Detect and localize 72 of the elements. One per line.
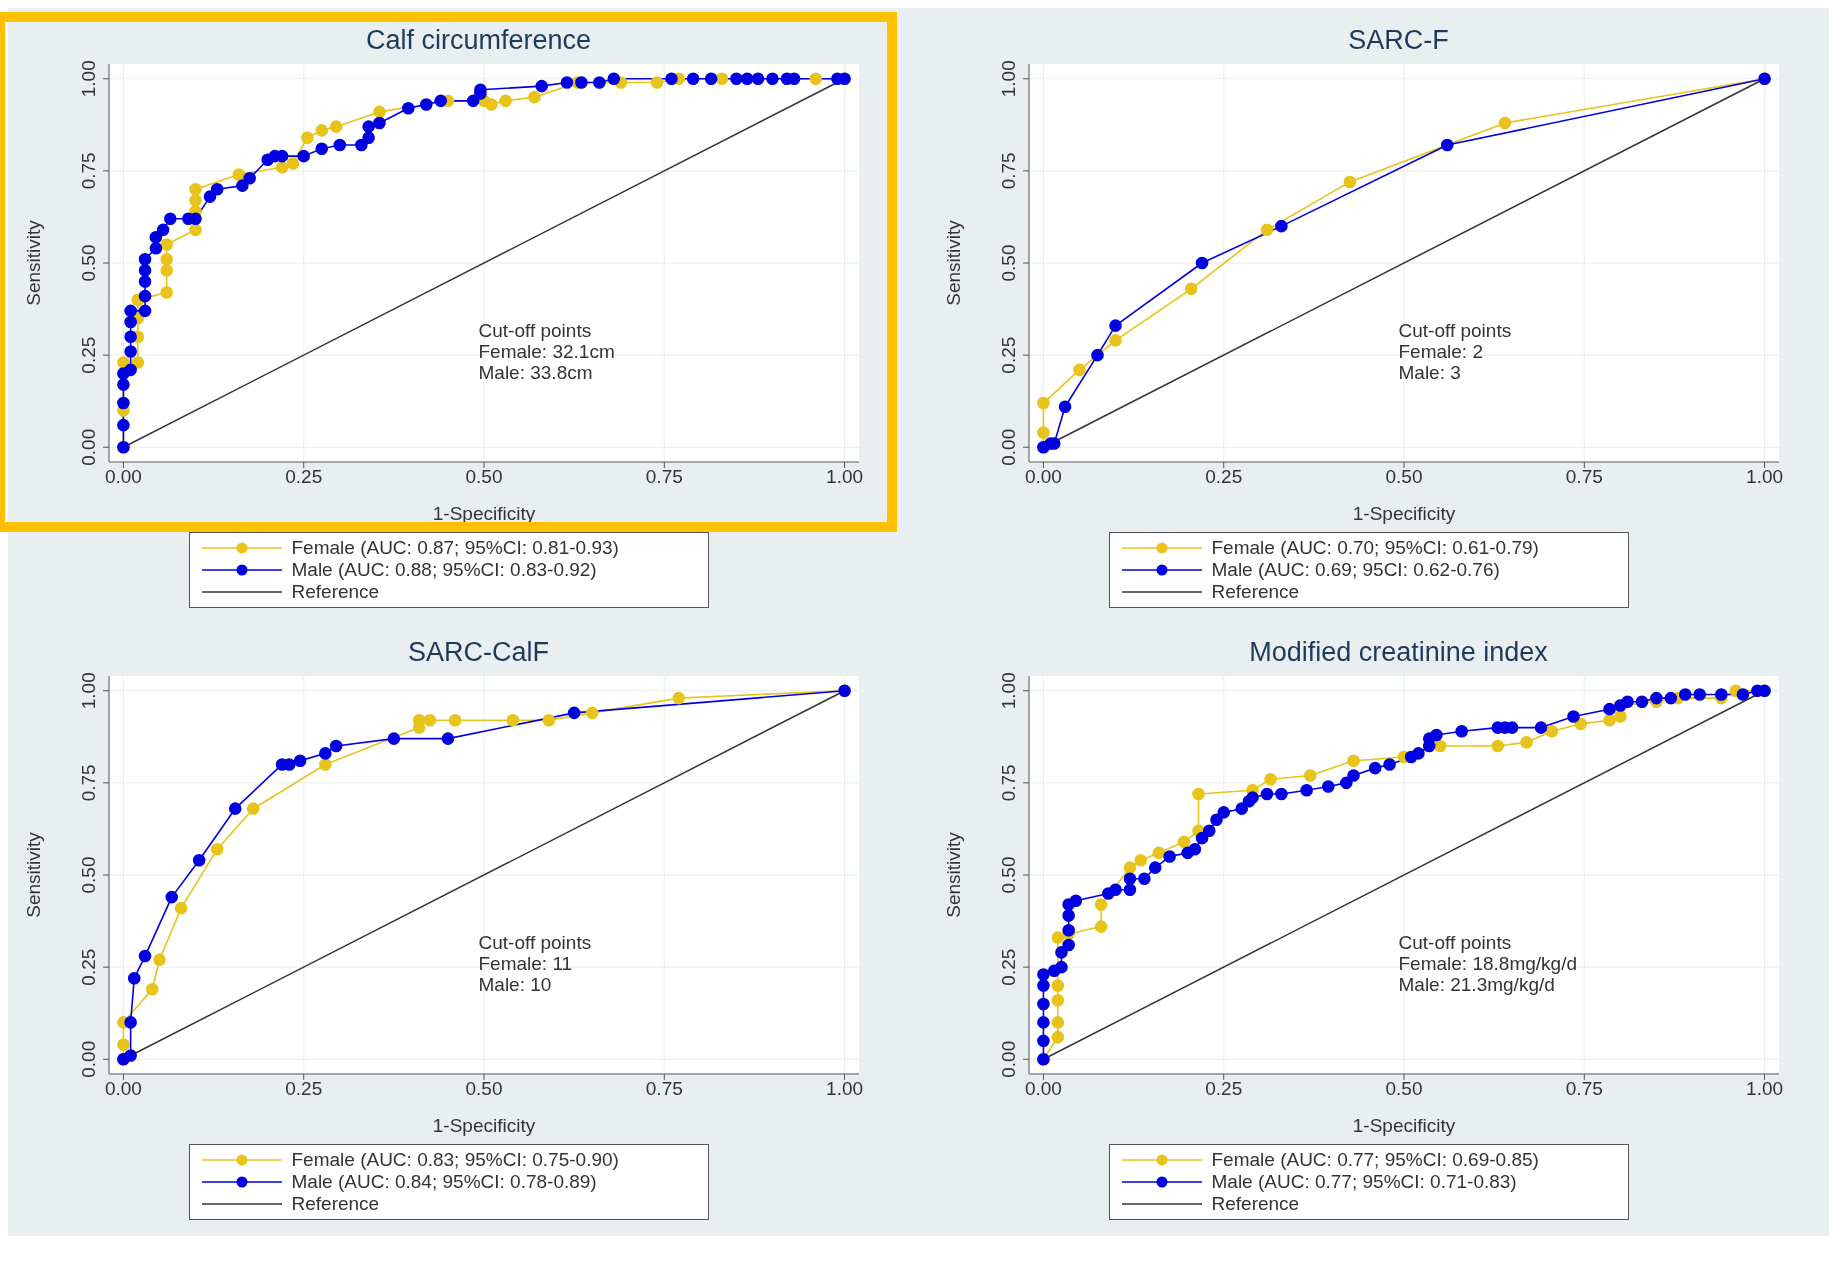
- annotation: Cut-off points: [478, 932, 592, 953]
- x-tick-label: 0.25: [284, 466, 322, 488]
- annotation: Female: 11: [478, 953, 574, 974]
- y-tick-label: 0.75: [997, 764, 1019, 802]
- x-tick-label: 1.00: [825, 466, 863, 488]
- y-tick-label: 0.50: [77, 856, 99, 894]
- annotation: Female: 32.1cm: [478, 341, 615, 362]
- x-tick-label: 0.75: [645, 1078, 683, 1100]
- x-tick-label: 1.00: [1745, 1078, 1783, 1100]
- annotation: Cut-off points: [1398, 932, 1513, 953]
- x-tick-label: 0.25: [1204, 1078, 1242, 1100]
- legend-label: Reference: [1211, 581, 1300, 603]
- y-tick-label: 1.00: [997, 672, 1019, 710]
- legend-label: Male (AUC: 0.69; 95CI: 0.62-0.76): [1211, 559, 1500, 581]
- legend-label: Female (AUC: 0.70; 95%CI: 0.61-0.79): [1211, 537, 1539, 559]
- y-tick-label: 1.00: [77, 672, 99, 710]
- x-tick-label: 0.25: [1204, 466, 1242, 488]
- x-tick-label: 0.25: [284, 1078, 322, 1100]
- y-tick-label: 0.50: [997, 856, 1019, 894]
- legend-label: Male (AUC: 0.77; 95%CI: 0.71-0.83): [1211, 1171, 1517, 1193]
- x-tick-label: 1.00: [825, 1078, 863, 1100]
- x-axis-title: 1-Specificity: [432, 1115, 536, 1136]
- x-axis-title: 1-Specificity: [432, 503, 536, 524]
- y-axis-title: Sensitivity: [22, 831, 44, 918]
- y-tick-label: 1.00: [997, 60, 1019, 98]
- y-tick-label: 0.75: [997, 152, 1019, 190]
- annotation: Male: 21.3mg/kg/d: [1398, 974, 1556, 995]
- annotation: Female: 2: [1398, 341, 1484, 362]
- x-tick-label: 0.75: [1565, 1078, 1603, 1100]
- y-tick-label: 0.75: [77, 152, 99, 190]
- legend-label: Reference: [291, 581, 380, 603]
- annotation: Cut-off points: [478, 320, 593, 341]
- legend-label: Male (AUC: 0.88; 95%CI: 0.83-0.92): [291, 559, 597, 581]
- x-tick-label: 1.00: [1745, 466, 1783, 488]
- y-tick-label: 0.50: [77, 244, 99, 282]
- legend-label: Female (AUC: 0.77; 95%CI: 0.69-0.85): [1211, 1149, 1539, 1171]
- x-tick-label: 0.50: [465, 1078, 502, 1100]
- x-axis-title: 1-Specificity: [1352, 1115, 1456, 1136]
- x-tick-label: 0.00: [1024, 1078, 1062, 1100]
- legend-label: Female (AUC: 0.87; 95%CI: 0.81-0.93): [291, 537, 619, 559]
- x-tick-label: 0.75: [1565, 466, 1603, 488]
- annotation: Male: 10: [478, 974, 553, 995]
- chart-title: SARC-CalF: [407, 636, 550, 669]
- y-tick-label: 0.25: [997, 336, 1019, 374]
- x-tick-label: 0.50: [1385, 466, 1422, 488]
- y-axis-title: Sensitivity: [942, 831, 964, 918]
- x-axis-title: 1-Specificity: [1352, 503, 1456, 524]
- y-tick-label: 0.50: [997, 244, 1019, 282]
- x-tick-label: 0.00: [104, 1078, 142, 1100]
- y-axis-title: Sensitivity: [942, 219, 964, 306]
- legend-label: Male (AUC: 0.84; 95%CI: 0.78-0.89): [291, 1171, 597, 1193]
- x-tick-label: 0.00: [104, 466, 142, 488]
- y-tick-label: 0.25: [77, 948, 99, 986]
- x-tick-label: 0.50: [465, 466, 502, 488]
- annotation: Cut-off points: [1398, 320, 1512, 341]
- legend-label: Reference: [291, 1193, 380, 1215]
- y-axis-title: Sensitivity: [22, 219, 44, 306]
- x-tick-label: 0.75: [645, 466, 683, 488]
- annotation: Female: 18.8mg/kg/d: [1398, 953, 1577, 974]
- y-tick-label: 0.25: [77, 336, 99, 374]
- chart-title: Modified creatinine index: [1248, 636, 1549, 669]
- annotation: Male: 33.8cm: [478, 362, 594, 383]
- legend-label: Reference: [1211, 1193, 1300, 1215]
- x-tick-label: 0.50: [1385, 1078, 1422, 1100]
- legend-label: Female (AUC: 0.83; 95%CI: 0.75-0.90): [291, 1149, 619, 1171]
- chart-title: Calf circumference: [364, 24, 593, 57]
- annotation: Male: 3: [1398, 362, 1462, 383]
- chart-title: SARC-F: [1347, 24, 1450, 57]
- y-tick-label: 0.75: [77, 764, 99, 802]
- x-tick-label: 0.00: [1024, 466, 1062, 488]
- y-tick-label: 1.00: [77, 60, 99, 98]
- y-tick-label: 0.25: [997, 948, 1019, 986]
